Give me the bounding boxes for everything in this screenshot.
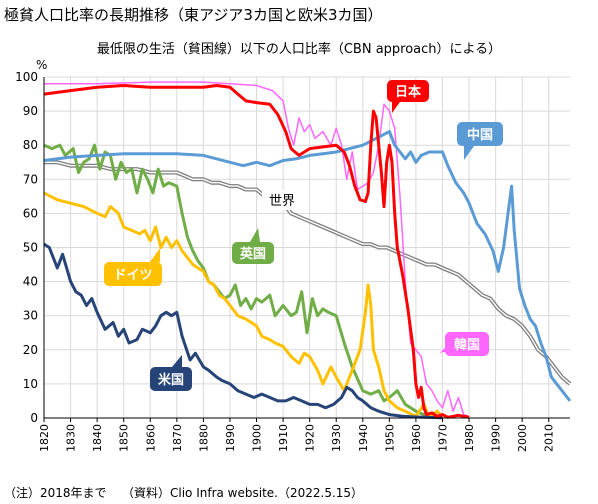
series-line xyxy=(44,81,470,418)
x-tick-label: 1950 xyxy=(383,424,396,452)
x-tick-label: 1980 xyxy=(463,424,476,452)
series-label-box xyxy=(150,367,192,391)
series-label: 世界 xyxy=(269,194,295,209)
series-line xyxy=(43,242,443,420)
x-tick-label: 1890 xyxy=(224,424,237,452)
label-pointer xyxy=(464,146,474,160)
footnote: （注）2018年まで xyxy=(4,486,107,500)
x-tick-label: 1900 xyxy=(251,424,264,452)
x-tick-label: 1960 xyxy=(410,424,423,452)
series-label: 米国 xyxy=(158,372,184,388)
series-label: ドイツ xyxy=(113,268,152,283)
chart-title: 最低限の生活（貧困線）以下の人口比率（CBN approach）による） xyxy=(96,42,502,57)
series-line-world-inner xyxy=(44,161,571,385)
x-tick-label: 1860 xyxy=(144,424,157,452)
series-line xyxy=(43,84,470,419)
axes: 0 10 20 30 40 50 60 70 80 90 100 1820 1830 1840 1850 18… xyxy=(15,70,570,452)
series-label-box xyxy=(457,122,503,146)
x-tick-label: 2010 xyxy=(543,424,556,452)
label-pointer xyxy=(150,248,160,262)
x-tick-label: 1830 xyxy=(65,424,78,452)
series-label: 中国 xyxy=(467,127,493,143)
y-tick-label: 80 xyxy=(23,138,38,152)
y-tick-label: 40 xyxy=(23,275,38,289)
y-tick-label: 60 xyxy=(23,206,38,220)
y-tick-label: 20 xyxy=(23,343,38,357)
series-line xyxy=(43,130,572,402)
series-label-box xyxy=(387,80,429,102)
y-tick-label: 50 xyxy=(23,241,38,255)
x-tick-label: 1990 xyxy=(490,424,503,452)
x-tick-label: 1910 xyxy=(277,424,290,452)
x-tick-label: 1920 xyxy=(304,424,317,452)
series-label-bg xyxy=(262,190,302,210)
x-tick-label: 1940 xyxy=(357,424,370,452)
x-tick-label: 1880 xyxy=(197,424,210,452)
y-tick-label: 30 xyxy=(23,309,38,323)
series-label: 韓国 xyxy=(454,337,480,353)
y-axis-unit-label: % xyxy=(36,58,48,72)
x-tick-label: 1820 xyxy=(38,424,51,452)
x-tick-label: 1930 xyxy=(330,424,343,452)
x-tick-label: 1870 xyxy=(171,424,184,452)
series-label-box xyxy=(445,332,489,356)
series-lines xyxy=(43,81,572,420)
label-pointer xyxy=(392,102,400,113)
label-pointer xyxy=(250,228,260,242)
y-tick-label: 10 xyxy=(23,377,38,391)
series-label-box xyxy=(104,262,162,286)
y-tick-label: 100 xyxy=(15,70,38,84)
y-tick-label: 90 xyxy=(23,104,38,118)
series-label: 日本 xyxy=(395,84,421,100)
series-label-box xyxy=(232,242,274,264)
figure-title: 極貧人口比率の長期推移（東アジア3カ国と欧米3カ国） xyxy=(4,6,383,24)
y-tick-label: 0 xyxy=(30,411,38,425)
source-note: （資料）Clio Infra website.（2022.5.15） xyxy=(122,486,364,500)
label-pointer xyxy=(172,355,182,367)
series-line xyxy=(43,191,444,419)
y-tick-label: 70 xyxy=(23,172,38,186)
x-tick-label: 2000 xyxy=(516,424,529,452)
x-tick-label: 1840 xyxy=(91,424,104,452)
x-tick-label: 1970 xyxy=(436,424,449,452)
series-label: 英国 xyxy=(239,246,266,262)
x-tick-label: 1850 xyxy=(118,424,131,452)
